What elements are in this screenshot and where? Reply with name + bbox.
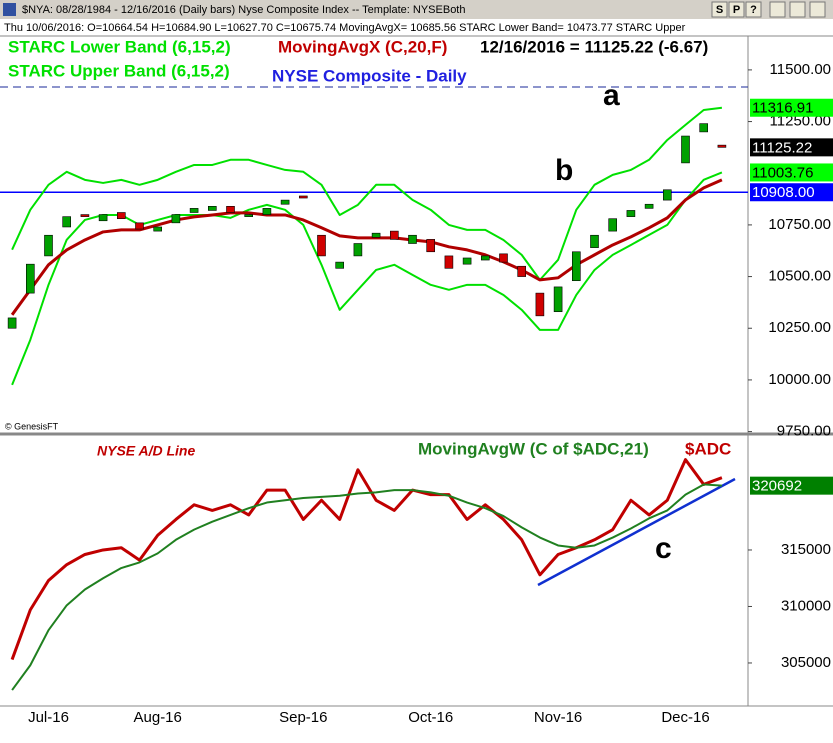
x-tick-label: Dec-16 — [661, 709, 709, 726]
candle — [298, 195, 308, 199]
y-tick-label: 10250.00 — [768, 319, 831, 336]
candle — [153, 226, 162, 232]
x-tick-label: Nov-16 — [534, 709, 582, 726]
button[interactable] — [728, 1, 745, 18]
candle — [226, 206, 235, 213]
candle — [553, 286, 563, 313]
button[interactable] — [711, 1, 728, 18]
value-tag — [750, 183, 833, 202]
y-tick-label: 11500.00 — [770, 61, 831, 78]
header-buttons: S P ? — [711, 1, 826, 18]
value-tag — [750, 163, 833, 182]
header-line: $NYA: 08/28/1984 - 12/16/2016 (Daily bar… — [22, 4, 466, 16]
series-line — [11, 483, 722, 691]
status-line: Thu 10/06/2016: O=10664.54 H=10684.90 L=… — [4, 22, 686, 34]
x-tick-label: Jul-16 — [28, 709, 69, 726]
annotation: b — [555, 154, 573, 187]
candle — [353, 243, 363, 257]
x-tick-label: Aug-16 — [134, 709, 182, 726]
candle — [208, 206, 217, 211]
series-line — [10, 178, 723, 316]
x-tick-label: Oct-16 — [408, 709, 453, 726]
candle — [408, 234, 417, 244]
x-tick-label: Sep-16 — [279, 709, 327, 726]
candle — [189, 208, 199, 213]
candle — [608, 218, 618, 232]
candle — [80, 214, 90, 217]
candle — [171, 214, 181, 224]
series-line — [11, 171, 723, 386]
candle — [262, 208, 272, 215]
value-tag-label: 11003.76 — [752, 164, 813, 181]
candle — [681, 135, 690, 164]
candle — [480, 255, 490, 261]
value-tag — [750, 476, 833, 495]
button[interactable] — [745, 1, 762, 18]
y-tick-label: 10750.00 — [768, 216, 831, 233]
y-tick-label: 305000 — [781, 654, 831, 671]
candle — [590, 234, 599, 248]
app-icon — [3, 3, 16, 16]
y-tick-label: 10500.00 — [768, 268, 831, 285]
legend-entry: MovingAvgW (C of $ADC,21) — [418, 439, 649, 458]
y-tick-label: 315000 — [781, 541, 831, 558]
legend-entry: STARC Upper Band (6,15,2) — [8, 61, 230, 80]
candle — [7, 317, 17, 329]
value-tag-label: 11316.91 — [752, 100, 813, 117]
button-label[interactable]: S — [716, 4, 723, 16]
value-tag-label: 320692 — [752, 478, 802, 495]
y-tick-label: 310000 — [781, 597, 831, 614]
candle — [98, 214, 108, 222]
candle — [280, 199, 290, 205]
candle — [244, 214, 253, 217]
candle — [44, 234, 53, 257]
legend-entry: MovingAvgX (C,20,F) — [278, 37, 447, 56]
title-bar — [0, 0, 833, 19]
candle — [462, 257, 472, 265]
annotation: a — [603, 79, 620, 112]
candle — [699, 123, 709, 133]
candle — [135, 222, 144, 230]
candle — [626, 210, 636, 217]
candle — [371, 232, 381, 238]
candle — [444, 255, 454, 269]
button-label[interactable]: ? — [750, 4, 757, 16]
candle — [535, 292, 545, 317]
candle — [517, 265, 527, 277]
y-tick-label: 10000.00 — [768, 371, 831, 388]
chart-title: NYSE A/D Line — [97, 443, 195, 459]
annotation: c — [655, 532, 672, 565]
y-tick-label: 9750.00 — [777, 423, 831, 440]
close-button[interactable] — [809, 1, 826, 18]
candle — [389, 230, 399, 240]
candle — [117, 212, 126, 220]
legend-entry: STARC Lower Band (6,15,2) — [8, 37, 231, 56]
series-line — [10, 458, 723, 661]
series-line — [11, 106, 723, 281]
legend-note: 12/16/2016 = 11125.22 (-6.67) — [480, 37, 708, 56]
candle — [571, 251, 581, 282]
value-tag — [750, 138, 833, 157]
candle — [644, 203, 654, 209]
candle — [662, 189, 672, 201]
maximize-button[interactable] — [789, 1, 806, 18]
candle — [499, 253, 508, 263]
candle — [25, 263, 35, 294]
candle — [335, 261, 345, 269]
credit: © GenesisFT — [5, 421, 59, 431]
y-tick-label: 11250.00 — [770, 113, 831, 130]
button-label[interactable]: P — [733, 4, 740, 16]
value-tag-label: 11125.22 — [752, 139, 812, 156]
value-tag-label: 10908.00 — [752, 184, 815, 201]
candle — [62, 216, 72, 228]
legend-entry: $ADC — [685, 439, 731, 458]
candle — [317, 234, 326, 257]
candle — [717, 144, 727, 148]
trend-line — [537, 477, 736, 587]
chart-title: NYSE Composite - Daily — [272, 66, 467, 85]
candle — [426, 239, 436, 253]
minimize-button[interactable] — [769, 1, 786, 18]
value-tag — [750, 98, 833, 117]
